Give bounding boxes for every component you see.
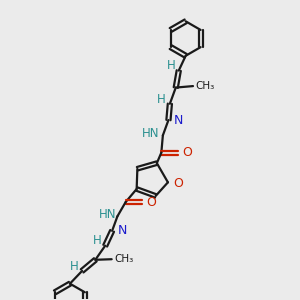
Text: O: O xyxy=(146,196,156,209)
Text: O: O xyxy=(182,146,192,159)
Text: H: H xyxy=(167,59,176,72)
Text: CH₃: CH₃ xyxy=(114,254,133,264)
Text: H: H xyxy=(157,92,166,106)
Text: H: H xyxy=(69,260,78,273)
Text: N: N xyxy=(174,114,183,127)
Text: H: H xyxy=(92,234,101,248)
Text: CH₃: CH₃ xyxy=(195,81,214,91)
Text: HN: HN xyxy=(98,208,116,221)
Text: HN: HN xyxy=(142,128,159,140)
Text: N: N xyxy=(118,224,127,237)
Text: O: O xyxy=(173,177,183,190)
